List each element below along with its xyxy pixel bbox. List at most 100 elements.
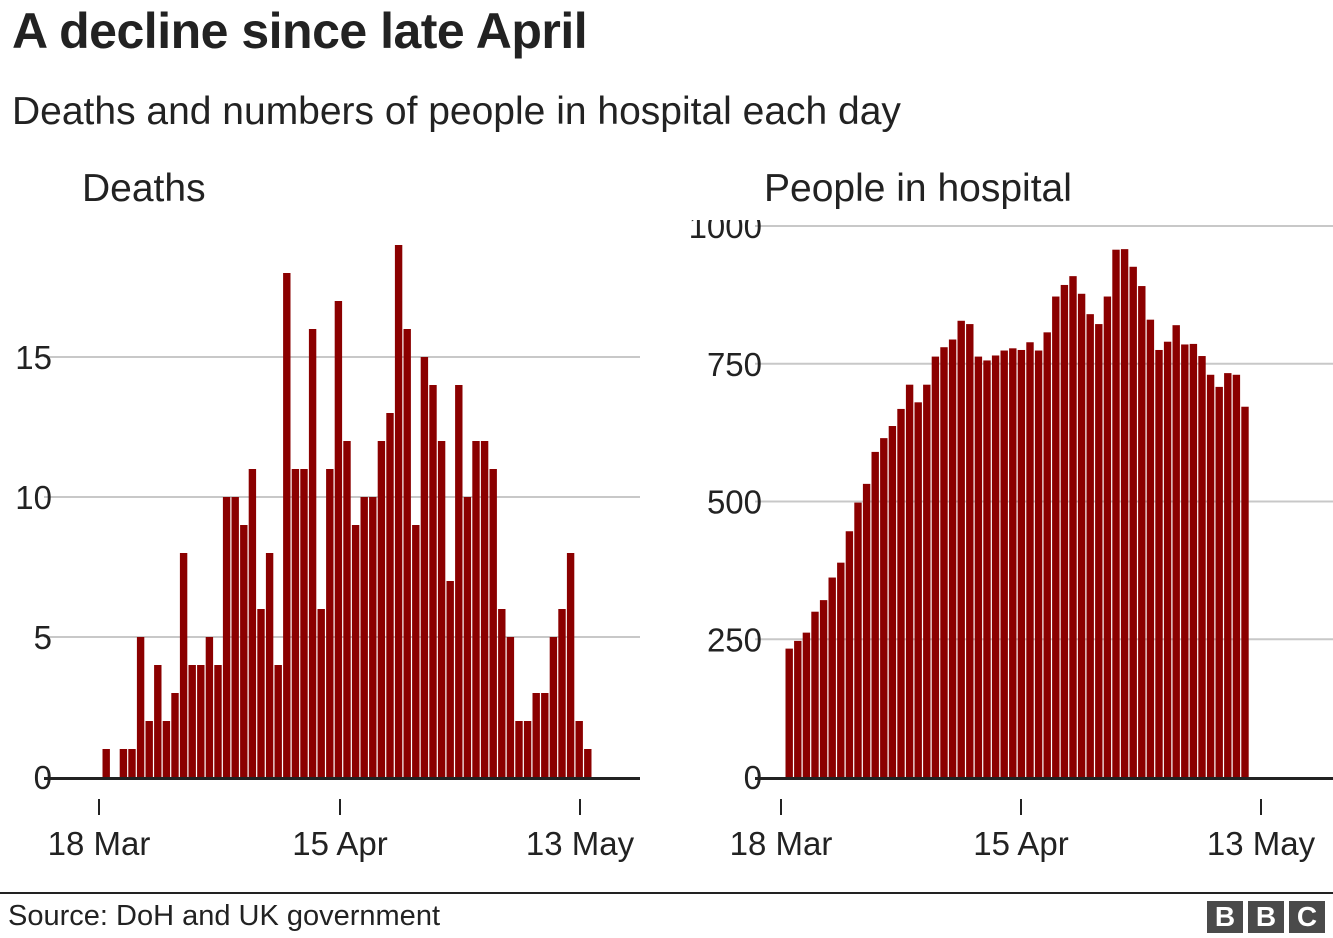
- bar: [923, 384, 931, 777]
- bar: [480, 441, 489, 777]
- bar: [957, 320, 965, 777]
- bar: [119, 749, 128, 777]
- bar: [394, 245, 403, 777]
- bbc-logo: B B C: [1207, 901, 1325, 933]
- bar: [300, 469, 308, 777]
- bar: [1052, 296, 1060, 777]
- x-tick-label: 15 Apr: [292, 825, 387, 862]
- y-tick-label: 0: [34, 759, 52, 796]
- bar: [854, 502, 862, 777]
- bar: [360, 497, 368, 777]
- y-tick-label: 750: [707, 346, 762, 383]
- bar: [334, 301, 343, 777]
- bar: [862, 483, 871, 777]
- bar: [584, 749, 592, 777]
- bar: [377, 441, 386, 777]
- bar: [171, 693, 179, 777]
- bar: [1206, 374, 1215, 777]
- bar: [240, 525, 248, 777]
- y-tick-label: 15: [15, 339, 52, 376]
- bar: [102, 749, 110, 777]
- bar: [532, 693, 540, 777]
- bar: [463, 497, 472, 777]
- bar: [1232, 374, 1241, 777]
- bar: [871, 451, 879, 777]
- y-tick-label: 0: [744, 759, 762, 796]
- bar: [811, 611, 819, 777]
- bar: [498, 609, 506, 777]
- bar: [897, 408, 905, 777]
- bar: [1241, 406, 1249, 777]
- bar: [1060, 284, 1069, 777]
- bar: [558, 609, 566, 777]
- bar: [489, 469, 497, 777]
- bar: [1095, 324, 1103, 777]
- bar: [1189, 343, 1198, 777]
- bar: [317, 609, 325, 777]
- bar: [403, 329, 411, 777]
- bar: [162, 721, 171, 777]
- bar: [257, 609, 265, 777]
- bar: [214, 665, 222, 777]
- bar: [1077, 293, 1086, 777]
- chart-subtitle: Deaths and numbers of people in hospital…: [12, 90, 901, 133]
- bar: [179, 553, 188, 777]
- bar: [205, 637, 214, 777]
- bar: [966, 324, 974, 777]
- bar: [222, 497, 231, 777]
- bar: [837, 562, 845, 777]
- bar: [802, 632, 811, 777]
- bar: [931, 356, 940, 777]
- x-tick-label: 18 Mar: [48, 825, 151, 862]
- bar: [437, 441, 446, 777]
- bar: [515, 721, 523, 777]
- bar: [136, 637, 145, 777]
- bar: [940, 347, 948, 777]
- bbc-logo-letter: C: [1289, 901, 1325, 933]
- bar: [1146, 319, 1155, 777]
- bbc-logo-letter: B: [1248, 901, 1284, 933]
- bar: [991, 355, 1000, 777]
- bar: [1103, 296, 1112, 777]
- x-tick-label: 13 May: [526, 825, 635, 862]
- bar: [1138, 286, 1146, 777]
- bar: [506, 637, 515, 777]
- bar: [283, 273, 291, 777]
- bar: [291, 469, 300, 777]
- bar: [794, 640, 802, 777]
- bar: [1155, 349, 1163, 777]
- footer-divider: [0, 892, 1333, 894]
- y-tick-label: 500: [707, 484, 762, 521]
- bar: [472, 441, 480, 777]
- bar: [541, 693, 549, 777]
- x-tick-label: 15 Apr: [973, 825, 1068, 862]
- bar: [575, 721, 583, 777]
- hospital-bar-chart: 0 250 500 750 1000 18 Mar 15 Apr 13 May: [689, 220, 1333, 862]
- bar: [128, 749, 136, 777]
- bar: [1017, 349, 1026, 777]
- bar: [326, 469, 334, 777]
- bar: [1034, 350, 1043, 777]
- bar: [888, 426, 897, 777]
- bar: [455, 385, 463, 777]
- bar: [1224, 373, 1232, 777]
- bar: [948, 339, 957, 777]
- bar: [1198, 356, 1206, 777]
- bar: [429, 385, 437, 777]
- x-tick-label: 18 Mar: [730, 825, 833, 862]
- bar: [983, 360, 991, 777]
- bar: [845, 531, 854, 777]
- bbc-logo-letter: B: [1207, 901, 1243, 933]
- bar: [880, 438, 888, 777]
- bar: [819, 600, 828, 777]
- bar: [274, 665, 282, 777]
- y-tick-label: 5: [34, 619, 52, 656]
- bar: [1172, 325, 1180, 777]
- bar: [1026, 342, 1034, 777]
- y-tick-label: 10: [15, 479, 52, 516]
- bar: [1129, 266, 1137, 777]
- bar: [974, 356, 983, 777]
- bar: [351, 525, 360, 777]
- source-note: Source: DoH and UK government: [8, 900, 440, 932]
- bar: [1043, 332, 1051, 777]
